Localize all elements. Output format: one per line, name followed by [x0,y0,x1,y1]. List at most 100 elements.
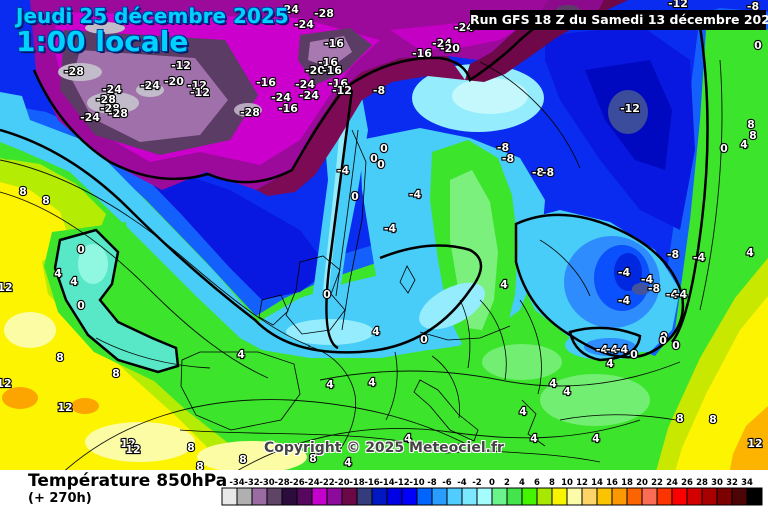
temp-label: -16 [256,76,276,89]
colorbar-cell [312,488,327,505]
colorbar-tick: 12 [576,478,588,488]
colorbar-cell [447,488,462,505]
colorbar-cell [417,488,432,505]
temp-label: 8 [112,367,120,380]
colorbar-cell [222,488,237,505]
temp-label: -12 [332,84,352,97]
colorbar-cell [702,488,717,505]
colorbar-tick: 10 [561,478,573,488]
temp-label: -8 [502,152,514,165]
temp-label: 4 [606,357,614,370]
temp-label: 4 [549,377,557,390]
colorbar-tick: 22 [651,478,663,488]
temp-label: -16 [412,47,432,60]
colorbar-tick: -10 [409,478,424,488]
colorbar-cell [252,488,267,505]
temp-label: 8 [709,413,717,426]
colorbar-cell [282,488,297,505]
temp-label: 4 [54,267,62,280]
temp-label: -20 [440,42,460,55]
colorbar-tick: 6 [534,478,540,488]
colorbar-tick: 8 [549,478,555,488]
colorbar-tick: -8 [427,478,437,488]
temp-label: 0 [659,334,667,347]
colorbar-tick: 4 [519,478,525,488]
temp-label: 8 [42,194,50,207]
temp-label: -28 [108,107,128,120]
temp-label: -8 [373,84,385,97]
colorbar-cell [732,488,747,505]
temp-label: 4 [740,138,748,151]
colorbar-cell [402,488,417,505]
forecast-hour: (+ 270h) [28,491,92,506]
colorbar-cell [342,488,357,505]
colorbar-tick: 30 [711,478,723,488]
colorbar-cell [582,488,597,505]
temp-label: -4 [675,288,688,301]
temp-label: -12 [171,59,191,72]
temp-label: 4 [326,378,334,391]
legend-footer: Température 850hPa (+ 270h) -34-32-30-28… [0,470,768,512]
temp-label: 4 [746,246,754,259]
colorbar-tick: 18 [621,478,633,488]
colorbar-tick: -34 [229,478,244,488]
colorbar-tick: -6 [442,478,452,488]
temp-label: 4 [500,278,508,291]
field-fills [0,0,768,475]
temp-label: -8 [667,248,679,261]
temp-label: 8 [676,412,684,425]
colorbar-cell [477,488,492,505]
temp-label: 4 [368,376,376,389]
colorbar-cell [687,488,702,505]
temp-label: 8 [56,351,64,364]
temp-label: 4 [70,275,78,288]
colorbar-tick: 32 [726,478,738,488]
temp-label: -28 [314,7,334,20]
colorbar-tick: -2 [472,478,482,488]
colorbar-tick: -20 [334,478,349,488]
temp-label: 0 [420,333,428,346]
colorbar-cell [462,488,477,505]
temp-label: 0 [77,243,85,256]
colorbar-tick: 2 [504,478,510,488]
temp-label: -16 [322,64,342,77]
weather-map-page: -28-24-24-20-12-12-12-28-28-28-24-28-16-… [0,0,768,512]
colorbar-cell [387,488,402,505]
colorbar-tick: 0 [489,478,495,488]
colorbar-cell [597,488,612,505]
temp-label: 4 [344,456,352,469]
temp-label: -16 [278,102,298,115]
temp-label: -24 [299,89,319,102]
temp-label: 0 [351,190,359,203]
colorbar-cell [522,488,537,505]
colorbar-tick: 34 [741,478,753,488]
colorbar-cell [432,488,447,505]
colorbar-cell [612,488,627,505]
temp-label: -4 [616,343,629,356]
colorbar-cell [237,488,252,505]
temp-label: -24 [294,18,314,31]
colorbar-tick: -18 [349,478,364,488]
temp-label: -24 [80,111,100,124]
colorbar-tick: 20 [636,478,648,488]
temp-label: -16 [324,37,344,50]
temp-label: 0 [77,299,85,312]
temp-label: 4 [372,325,380,338]
colorbar-tick: -28 [274,478,289,488]
temperature-colorbar: -34-32-30-28-26-24-22-20-18-16-14-12-10-… [205,470,768,512]
colorbar-tick: 26 [681,478,693,488]
colorbar-tick: -24 [304,478,319,488]
temp-label: 0 [672,339,680,352]
temp-label: 4 [237,348,245,361]
copyright-text: Copyright © 2025 Meteociel.fr [0,440,768,456]
run-info-bar: Run GFS 18 Z du Samedi 13 décembre 2025 [470,10,766,30]
colorbar-cell [537,488,552,505]
colorbar-tick: 14 [591,478,603,488]
colorbar-cell [642,488,657,505]
temp-label: 0 [323,288,331,301]
temp-label: 0 [720,142,728,155]
temp-label: 8 [19,185,27,198]
temperature-map: -28-24-24-20-12-12-12-28-28-28-24-28-16-… [0,0,768,475]
temp-label: -28 [240,106,260,119]
temp-label: 4 [563,385,571,398]
